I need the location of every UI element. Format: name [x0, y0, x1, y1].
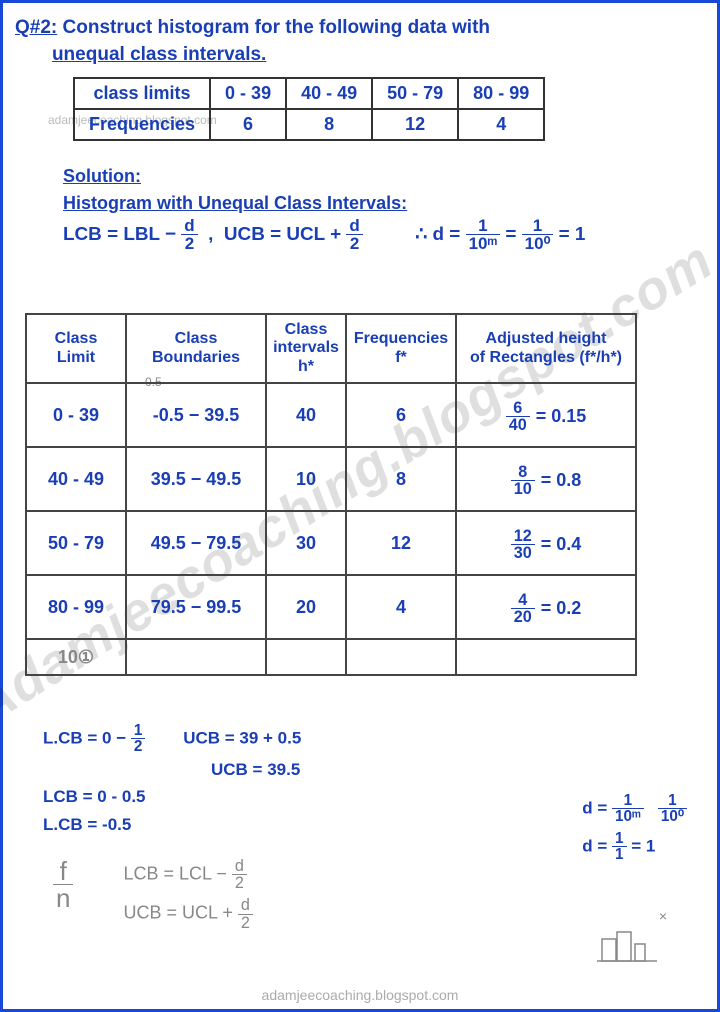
header-cell: class limits [74, 78, 210, 109]
cell-f: 12 [346, 511, 456, 575]
cell-h: 20 [266, 575, 346, 639]
table-row: class limits 0 - 39 40 - 49 50 - 79 80 -… [74, 78, 544, 109]
table-row: Frequencies 6 8 12 4 [74, 109, 544, 140]
table-row: 50 - 7949.5 − 79.530121230= 0.4 [26, 511, 636, 575]
ucb-text: UCB = UCL + [224, 224, 341, 245]
fraction-icon: 1 10ᵐ [466, 217, 501, 252]
cell-limit: 40 - 49 [26, 447, 126, 511]
cell-adj: 1230= 0.4 [456, 511, 636, 575]
cell-adj: 810= 0.8 [456, 447, 636, 511]
lcb-text: LCB = LBL − [63, 224, 176, 245]
cell-limit: 50 - 79 [26, 511, 126, 575]
text: = 1 [631, 836, 655, 855]
fraction-icon: 1 10ᵐ [612, 793, 644, 825]
question-text: Q#2: Construct histogram for the followi… [15, 15, 705, 68]
data-cell: 12 [372, 109, 458, 140]
fraction-icon: 1 2 [131, 723, 146, 755]
data-table: class limits 0 - 39 40 - 49 50 - 79 80 -… [73, 77, 545, 141]
solution-block: Solution: Histogram with Unequal Class I… [63, 163, 697, 252]
text: d = [582, 836, 607, 855]
row-label: Frequencies [74, 109, 210, 140]
col-header: Adjusted height of Rectangles (f*/h*) [456, 314, 636, 383]
question-line2: unequal class intervals. [52, 44, 266, 65]
cell-f: 6 [346, 383, 456, 447]
histogram-sketch-icon: × [597, 908, 667, 969]
cell-h: 40 [266, 383, 346, 447]
cell-adj: 640= 0.15 [456, 383, 636, 447]
table-footer-row: 10① [26, 639, 636, 675]
data-cell: 4 [458, 109, 544, 140]
solution-heading: Solution: [63, 166, 141, 186]
cell-f: 4 [346, 575, 456, 639]
cell-bound: 39.5 − 49.5 [126, 447, 266, 511]
d-result: = 1 [559, 224, 586, 245]
watermark-footer: adamjeecoaching.blogspot.com [3, 987, 717, 1003]
col-header: Class intervals h* [266, 314, 346, 383]
col-header: Frequencies f* [346, 314, 456, 383]
table-header-row: Class Limit Class Boundaries Class inter… [26, 314, 636, 383]
d-calc: ∴ d = [415, 224, 460, 245]
cell-limit: 0 - 39 [26, 383, 126, 447]
text: UCB = 39 + 0.5 [183, 728, 301, 747]
cell-bound: 49.5 − 79.5 [126, 511, 266, 575]
fraction-icon: f n [53, 858, 73, 911]
fraction-icon: 1 10⁰ [522, 217, 554, 252]
footer-cell: 10① [26, 639, 126, 675]
fraction-icon: d 2 [181, 217, 197, 252]
cell-bound: -0.5 − 39.5 [126, 383, 266, 447]
table-row: 80 - 9979.5 − 99.5204420= 0.2 [26, 575, 636, 639]
solution-subheading: Histogram with Unequal Class Intervals: [63, 193, 407, 213]
fraction-icon: d 2 [238, 897, 253, 930]
question-number: Q#2: [15, 17, 57, 38]
fraction-icon: d 2 [232, 858, 247, 891]
text: d = [582, 798, 607, 817]
data-cell: 8 [286, 109, 372, 140]
header-cell: 50 - 79 [372, 78, 458, 109]
bars-icon [597, 924, 667, 964]
text: L.CB = 0 − [43, 728, 126, 747]
text: UCB = 39.5 [43, 757, 697, 783]
fraction-icon: 1 10⁰ [658, 793, 687, 825]
fraction-icon: d 2 [346, 217, 362, 252]
data-cell: 6 [210, 109, 286, 140]
cell-limit: 80 - 99 [26, 575, 126, 639]
text: LCB = LCL − [123, 863, 226, 883]
question-line1: Construct histogram for the following da… [63, 17, 491, 38]
table-row: 0 - 39-0.5 − 39.5406640= 0.15 [26, 383, 636, 447]
equals: = [505, 224, 516, 245]
cell-bound: 79.5 − 99.5 [126, 575, 266, 639]
header-cell: 40 - 49 [286, 78, 372, 109]
cell-h: 10 [266, 447, 346, 511]
col-header: Class Boundaries [126, 314, 266, 383]
text: UCB = UCL + [123, 903, 232, 923]
header-cell: 0 - 39 [210, 78, 286, 109]
side-calc: d = 1 10ᵐ 1 10⁰ d = 1 1 = 1 [582, 793, 687, 862]
table-row: 40 - 4939.5 − 49.5108810= 0.8 [26, 447, 636, 511]
cell-f: 8 [346, 447, 456, 511]
header-cell: 80 - 99 [458, 78, 544, 109]
cell-h: 30 [266, 511, 346, 575]
cell-adj: 420= 0.2 [456, 575, 636, 639]
col-header: Class Limit [26, 314, 126, 383]
main-table: Class Limit Class Boundaries Class inter… [25, 313, 637, 676]
lcb-formula: LCB = LBL − d 2 , UCB = UCL + d 2 ∴ d = … [63, 224, 585, 245]
